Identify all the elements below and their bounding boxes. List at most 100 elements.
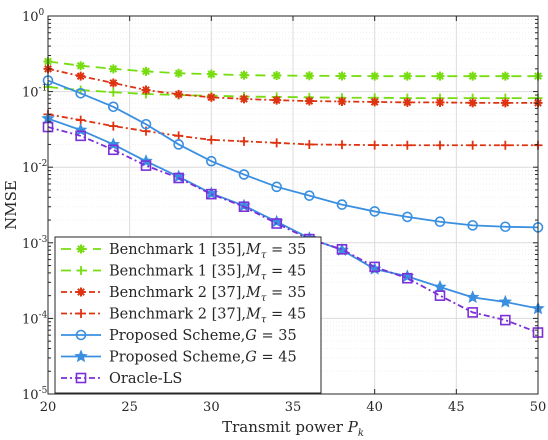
asterisk-marker-shape: [435, 97, 445, 107]
legend-box: [54, 236, 322, 394]
y-tick-exponent: 0: [39, 8, 45, 18]
circle-marker: [173, 139, 184, 150]
circle-marker-shape: [206, 155, 217, 167]
asterisk-marker: [370, 71, 380, 81]
circle-marker: [108, 101, 119, 113]
circle-marker-shape: [467, 220, 478, 231]
square-marker-shape: [271, 218, 282, 229]
square-marker-shape: [402, 272, 413, 284]
plus-marker: [337, 140, 347, 150]
asterisk-marker: [272, 95, 282, 105]
asterisk-marker-shape: [174, 68, 184, 78]
square-marker-shape: [140, 160, 152, 171]
star-marker-shape: [498, 294, 513, 308]
legend-label-text: Benchmark 2 [37],: [109, 307, 246, 323]
series-group: [42, 121, 544, 338]
asterisk-marker: [206, 69, 216, 79]
series-line: [47, 86, 538, 100]
legend-label-rest: = 45: [266, 264, 306, 280]
y-tick-base: 10: [22, 161, 39, 176]
asterisk-marker-shape: [468, 98, 478, 108]
plus-marker: [304, 139, 314, 149]
asterisk-marker: [239, 94, 249, 104]
asterisk-marker: [435, 97, 445, 107]
x-axis-label-symbol: P: [347, 418, 359, 436]
x-tick-label: 40: [366, 400, 383, 415]
asterisk-marker: [141, 85, 151, 95]
circle-marker: [304, 190, 315, 201]
asterisk-marker-shape: [108, 64, 118, 74]
x-tick-label: 20: [40, 400, 57, 415]
circle-marker-shape: [336, 199, 348, 210]
star-marker-shape: [465, 290, 480, 304]
asterisk-marker: [402, 71, 412, 81]
legend-label-text: Benchmark 1 [35],: [109, 242, 246, 258]
star-marker-shape: [74, 349, 88, 363]
square-marker: [140, 160, 152, 171]
circle-marker-shape: [271, 181, 282, 193]
legend-label-math: G: [245, 350, 257, 366]
square-marker: [108, 144, 119, 156]
circle-marker-shape: [402, 211, 413, 223]
x-tick-label: 50: [530, 400, 547, 415]
asterisk-marker: [304, 96, 314, 106]
square-marker-shape: [75, 372, 87, 384]
circle-marker-shape: [108, 101, 119, 113]
asterisk-marker-shape: [468, 71, 478, 81]
asterisk-marker: [174, 68, 184, 78]
asterisk-marker-shape: [76, 287, 86, 297]
asterisk-marker-shape: [272, 95, 282, 105]
plus-marker: [500, 140, 510, 150]
plus-marker: [206, 135, 216, 145]
plus-marker: [76, 266, 86, 275]
asterisk-marker: [435, 71, 445, 81]
square-marker: [500, 314, 511, 326]
legend-entry: Benchmark 1 [35],Mτ = 45: [61, 264, 306, 283]
x-axis-label-text: Transmit power: [222, 418, 348, 436]
legend-label-rest: = 45: [266, 307, 306, 323]
square-marker: [271, 218, 282, 229]
circle-marker-shape: [173, 139, 184, 150]
square-marker-shape: [206, 188, 217, 200]
square-marker: [434, 290, 446, 301]
asterisk-marker: [76, 71, 86, 81]
asterisk-marker-shape: [239, 70, 249, 80]
y-tick-label: 10-3: [22, 235, 48, 252]
circle-marker: [336, 199, 348, 210]
plus-marker: [174, 131, 184, 141]
plus-marker: [468, 140, 478, 150]
legend-entry: Proposed Scheme,G = 35: [61, 328, 297, 344]
legend-entry: Benchmark 1 [35],Mτ = 35: [61, 242, 306, 261]
asterisk-marker: [370, 97, 380, 107]
circle-marker-shape: [238, 169, 250, 180]
series-line: [47, 117, 539, 310]
legend-label-text: Benchmark 2 [37],: [109, 285, 246, 301]
circle-marker-shape: [140, 118, 152, 130]
legend-label: Benchmark 2 [37],Mτ = 35: [109, 285, 306, 304]
x-axis-label-subscript: k: [358, 428, 364, 439]
square-marker: [173, 172, 184, 184]
legend-entry: Benchmark 2 [37],Mτ = 35: [61, 285, 306, 304]
asterisk-marker-shape: [141, 85, 151, 95]
circle-marker: [500, 221, 511, 233]
plus-marker: [435, 140, 445, 150]
circle-marker-shape: [304, 190, 315, 201]
star-marker: [465, 290, 480, 304]
asterisk-marker: [108, 64, 118, 74]
circle-marker-shape: [369, 206, 380, 217]
plus-marker: [272, 138, 282, 148]
plus-marker-shape: [468, 140, 478, 150]
series-line: [47, 126, 539, 334]
circle-marker: [75, 87, 86, 99]
asterisk-marker: [141, 66, 151, 76]
y-tick-label: 10-2: [22, 159, 47, 176]
circle-marker: [467, 220, 478, 231]
asterisk-marker: [174, 89, 184, 99]
legend-label-rest: = 35: [257, 328, 297, 344]
asterisk-marker: [239, 70, 249, 80]
y-tick-base: 10: [22, 388, 39, 403]
y-tick-exponent: -5: [39, 386, 48, 396]
asterisk-marker-shape: [337, 71, 347, 81]
